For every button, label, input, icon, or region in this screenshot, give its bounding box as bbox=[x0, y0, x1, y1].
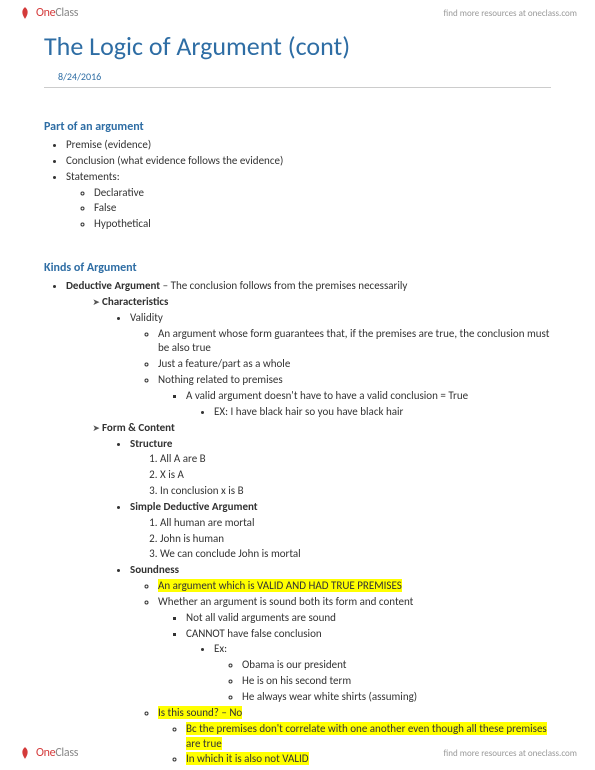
structure-ol: All A are B X is A In conclusion x is B bbox=[130, 452, 551, 499]
list-item: In conclusion x is B bbox=[160, 484, 551, 499]
list-item: Conclusion (what evidence follows the ev… bbox=[66, 154, 551, 169]
validity-item: Validity An argument whose form guarante… bbox=[130, 311, 551, 420]
list-item: An argument whose form guarantees that, … bbox=[158, 327, 551, 357]
brand-logo: OneClass bbox=[18, 6, 78, 20]
form-list: Structure All A are B X is A In conclusi… bbox=[102, 437, 551, 768]
structure-item: Structure All A are B X is A In conclusi… bbox=[130, 437, 551, 499]
form-content-item: Form & Content Structure All A are B X i… bbox=[102, 421, 551, 768]
list-item: Premise (evidence) bbox=[66, 138, 551, 153]
brand-logo-bottom: OneClass bbox=[18, 746, 78, 760]
section-part-heading: Part of an argument bbox=[44, 120, 551, 134]
list-item: X is A bbox=[160, 468, 551, 483]
list-item: He is on his second term bbox=[242, 674, 551, 689]
validity-points: An argument whose form guarantees that, … bbox=[130, 327, 551, 420]
list-item: Declarative bbox=[94, 186, 551, 201]
list-item: Nothing related to premises A valid argu… bbox=[158, 373, 551, 420]
date-text: 8/24/2016 bbox=[58, 70, 101, 83]
deductive-sublist: Characteristics Validity An argument who… bbox=[66, 295, 551, 767]
leaf-icon bbox=[18, 746, 32, 760]
date-row: 8/24/2016 bbox=[44, 64, 551, 88]
brand-text: OneClass bbox=[36, 6, 78, 20]
list-item: Whether an argument is sound both its fo… bbox=[158, 595, 551, 705]
characteristics-item: Characteristics Validity An argument who… bbox=[102, 295, 551, 420]
list-item: Hypothetical bbox=[94, 217, 551, 232]
list-item: Obama is our president bbox=[242, 658, 551, 673]
brand-text-bottom: OneClass bbox=[36, 746, 78, 760]
top-bar: OneClass find more resources at oneclass… bbox=[0, 0, 595, 26]
page-content: The Logic of Argument (cont) 8/24/2016 P… bbox=[0, 26, 595, 767]
list-item: False bbox=[94, 201, 551, 216]
soundness-list: An argument which is VALID AND HAD TRUE … bbox=[130, 579, 551, 767]
list-item: All human are mortal bbox=[160, 516, 551, 531]
list-item: CANNOT have false conclusion Ex: Obama i… bbox=[186, 627, 551, 705]
kinds-list: Deductive Argument – The conclusion foll… bbox=[44, 279, 551, 767]
simple-item: Simple Deductive Argument All human are … bbox=[130, 500, 551, 562]
list-item: Statements: Declarative False Hypothetic… bbox=[66, 170, 551, 232]
deductive-item: Deductive Argument – The conclusion foll… bbox=[66, 279, 551, 767]
list-item: All A are B bbox=[160, 452, 551, 467]
list-item: Just a feature/part as a whole bbox=[158, 357, 551, 372]
section-kinds-heading: Kinds of Argument bbox=[44, 261, 551, 275]
page-title: The Logic of Argument (cont) bbox=[44, 30, 551, 62]
part-list: Premise (evidence) Conclusion (what evid… bbox=[44, 138, 551, 232]
list-item: We can conclude John is mortal bbox=[160, 547, 551, 562]
simple-ol: All human are mortal John is human We ca… bbox=[130, 516, 551, 563]
resources-link-bottom[interactable]: find more resources at oneclass.com bbox=[444, 748, 577, 759]
list-item: He always wear white shirts (assuming) bbox=[242, 690, 551, 705]
list-item: An argument which is VALID AND HAD TRUE … bbox=[158, 579, 551, 594]
soundness-item: Soundness An argument which is VALID AND… bbox=[130, 563, 551, 767]
list-item: Ex: Obama is our president He is on his … bbox=[214, 642, 551, 704]
char-list: Validity An argument whose form guarante… bbox=[102, 311, 551, 420]
list-item: A valid argument doesn't have to have a … bbox=[186, 389, 551, 420]
leaf-icon bbox=[18, 6, 32, 20]
list-item: Not all valid arguments are sound bbox=[186, 611, 551, 626]
resources-link-top[interactable]: find more resources at oneclass.com bbox=[444, 8, 577, 19]
bottom-bar: OneClass find more resources at oneclass… bbox=[0, 740, 595, 766]
list-item: John is human bbox=[160, 532, 551, 547]
list-item: EX: I have black hair so you have black … bbox=[214, 405, 551, 420]
statements-list: Declarative False Hypothetical bbox=[66, 186, 551, 233]
